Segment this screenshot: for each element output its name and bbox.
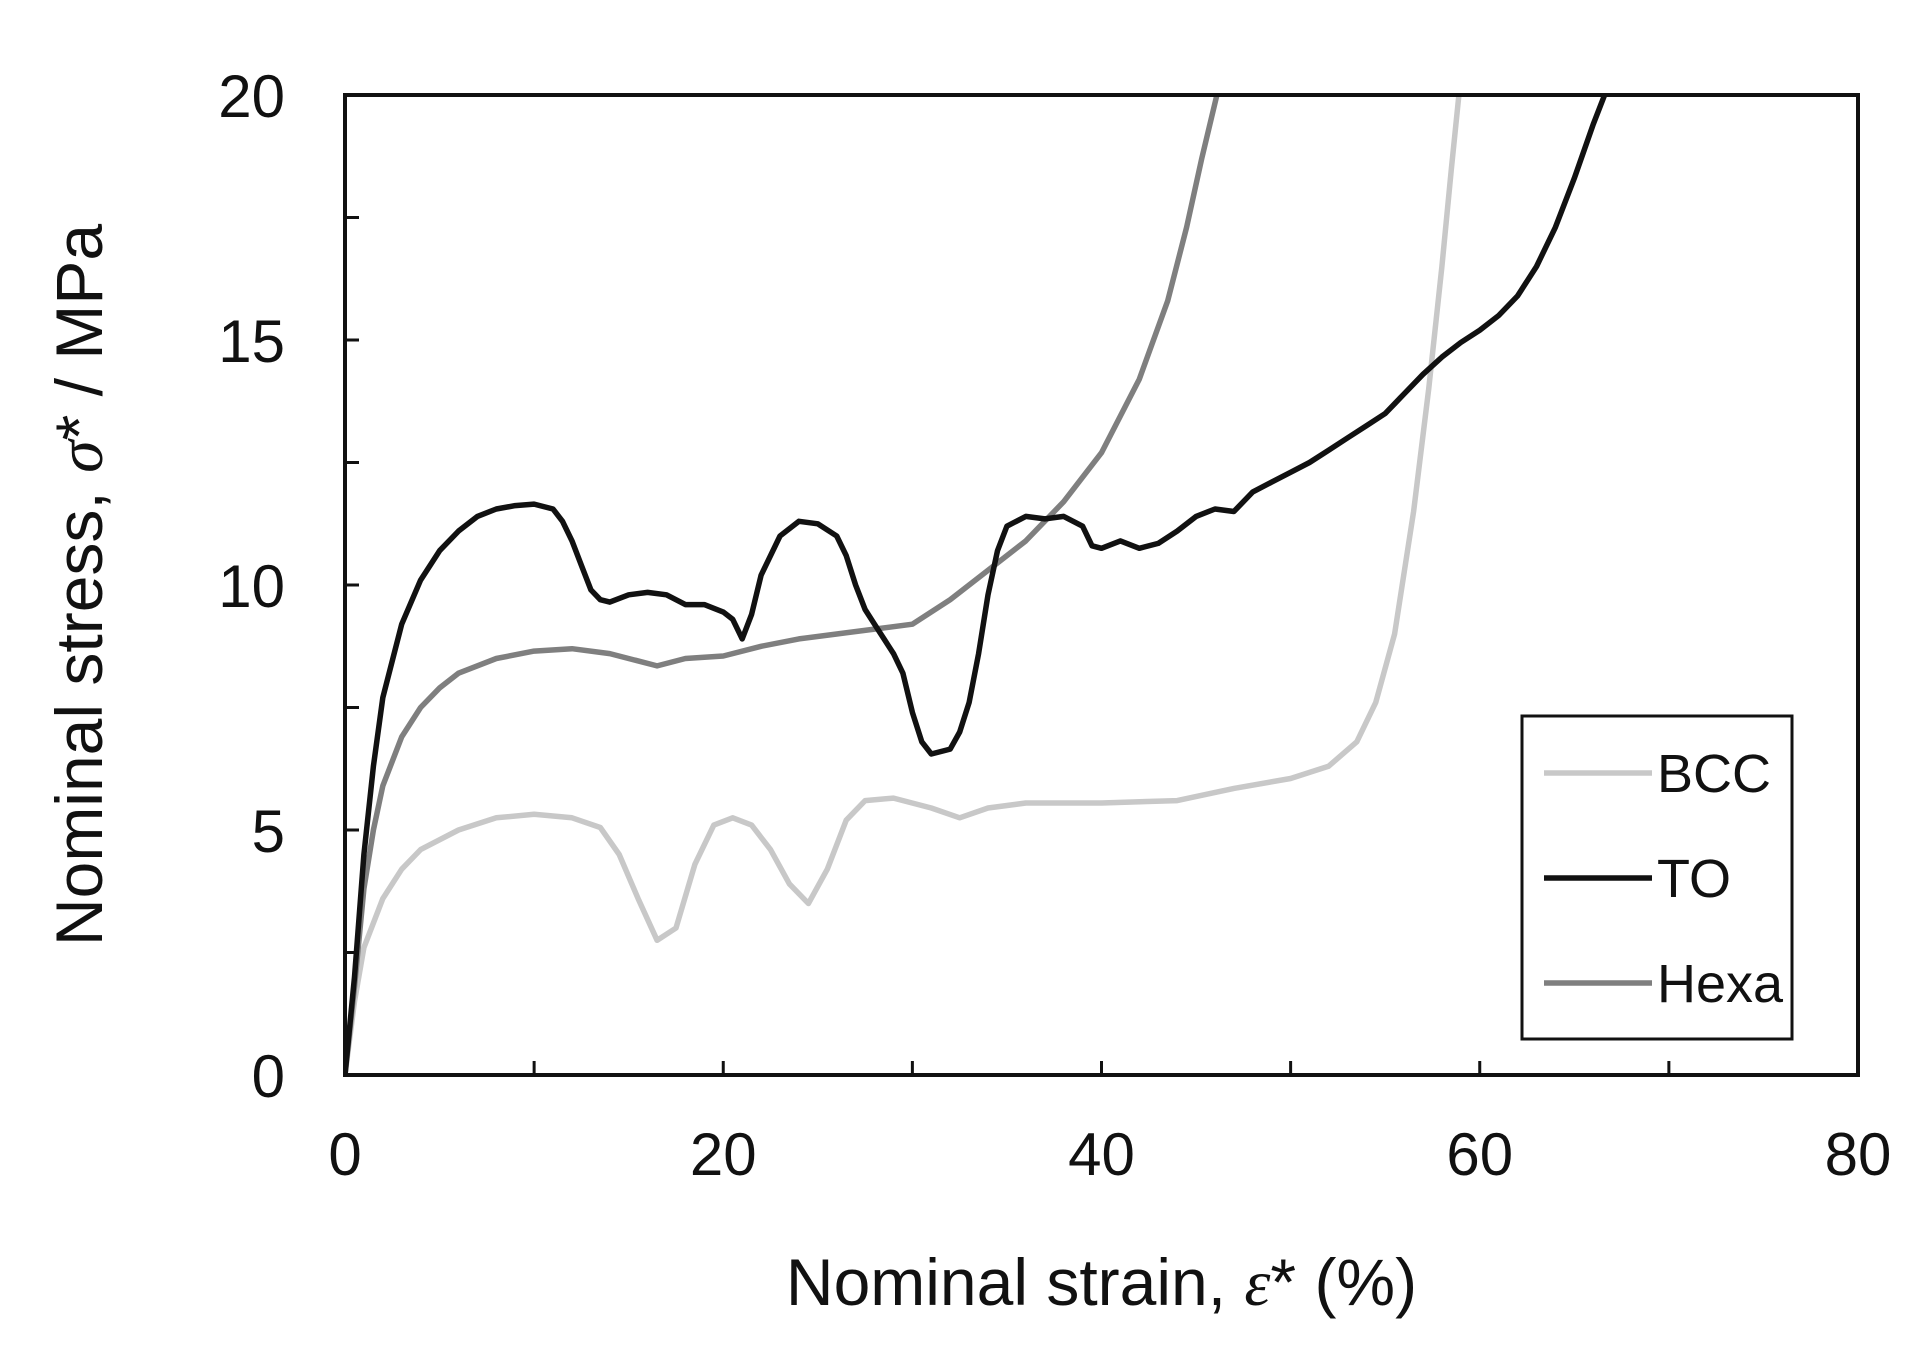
series-line-bcc	[345, 95, 1462, 1075]
y-axis-title: Nominal stress, σ* / MPa	[42, 224, 117, 946]
legend-label-hexa: Hexa	[1657, 954, 1784, 1014]
tick-label-layer: 0 20 40 60 80 0 5 10 15 20	[218, 63, 1891, 1188]
y-tick-label: 10	[218, 553, 285, 620]
ticks-layer	[345, 216, 1671, 1075]
y-tick-label: 15	[218, 308, 285, 375]
x-tick-label: 80	[1825, 1121, 1892, 1188]
x-tick-label: 20	[690, 1121, 757, 1188]
y-tick-label: 20	[218, 63, 285, 130]
series-layer	[345, 95, 1608, 1075]
x-tick-label: 40	[1068, 1121, 1135, 1188]
series-line-hexa	[345, 95, 1220, 1075]
x-tick-label: 60	[1446, 1121, 1513, 1188]
series-line-to	[345, 95, 1608, 1075]
y-tick-label: 0	[252, 1043, 285, 1110]
y-tick-label: 5	[252, 798, 285, 865]
x-axis-title: Nominal strain, ε* (%)	[786, 1245, 1417, 1320]
legend-label-bcc: BCC	[1657, 744, 1771, 804]
legend-label-to: TO	[1657, 849, 1731, 909]
x-tick-label: 0	[328, 1121, 361, 1188]
legend: BCC TO Hexa	[1520, 714, 1794, 1041]
